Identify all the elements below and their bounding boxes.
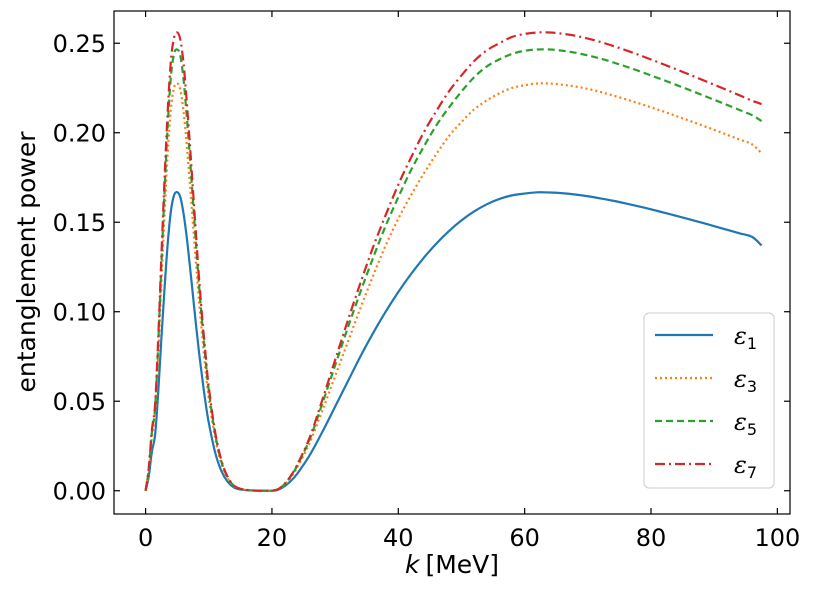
- legend-subscript: 1: [747, 334, 757, 353]
- x-axis-label: k [MeV]: [405, 550, 499, 579]
- x-axis-variable: k: [405, 550, 421, 579]
- y-tick-label: 0.25: [53, 30, 106, 58]
- legend-symbol: ε: [734, 322, 747, 350]
- x-axis-unit: [MeV]: [425, 550, 499, 579]
- series-line-eps7: [144, 31, 762, 492]
- x-tick-label: 100: [754, 524, 800, 552]
- legend-subscript: 3: [747, 377, 757, 396]
- legend-label-eps1: ε1: [734, 322, 757, 353]
- legend-box: [643, 312, 775, 489]
- y-tick-label: 0.20: [53, 120, 106, 148]
- series-line-eps1: [144, 190, 763, 492]
- legend-label-eps5: ε5: [734, 408, 757, 439]
- plot-frame: [113, 10, 791, 515]
- x-tick-label: 40: [383, 524, 414, 552]
- x-tick-label: 0: [138, 524, 153, 552]
- series-line-eps5: [144, 48, 763, 492]
- legend-label-eps3: ε3: [734, 365, 757, 396]
- series-layer: [144, 31, 763, 492]
- ticks-layer: 0 20 40 60 80 100 0.00 0.05 0.10 0.15 0.20 0.25: [53, 11, 800, 552]
- legend-subscript: 5: [747, 420, 757, 439]
- x-tick-label: 60: [509, 524, 540, 552]
- y-tick-label: 0.00: [53, 478, 106, 506]
- y-tick-label: 0.15: [53, 209, 106, 237]
- legend-symbol: ε: [734, 451, 747, 479]
- legend-label-eps7: ε7: [734, 451, 757, 482]
- x-tick-label: 80: [636, 524, 667, 552]
- x-tick-label: 20: [257, 524, 288, 552]
- y-tick-label: 0.05: [53, 388, 106, 416]
- y-tick-label: 0.10: [53, 299, 106, 327]
- y-axis-label: entanglement power: [12, 131, 41, 393]
- legend-symbol: ε: [734, 365, 747, 393]
- legend-subscript: 7: [747, 463, 757, 482]
- series-line-eps3: [144, 82, 763, 492]
- legend-symbol: ε: [734, 408, 747, 436]
